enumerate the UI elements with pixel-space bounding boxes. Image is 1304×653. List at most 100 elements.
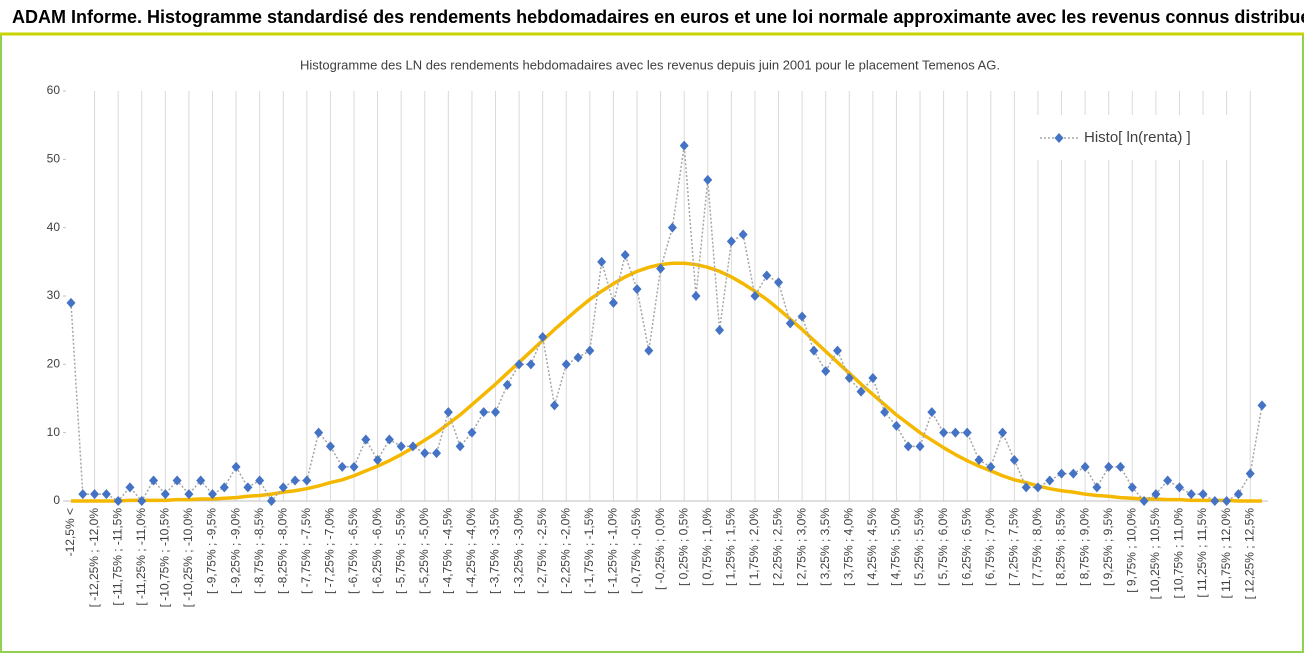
marker xyxy=(349,461,359,472)
marker xyxy=(172,475,182,486)
marker xyxy=(715,325,725,336)
x-tick-label: [ 10,25% ; 10,5% xyxy=(1148,508,1162,600)
x-tick-label: -12,5% < xyxy=(63,508,77,556)
marker xyxy=(903,441,913,452)
x-tick-label: [ -3,75% ; -3,5% xyxy=(488,508,502,594)
marker xyxy=(1104,461,1114,472)
marker xyxy=(455,441,465,452)
marker xyxy=(891,420,901,431)
x-tick-label: [ 4,75% ; 5,0% xyxy=(889,508,903,586)
marker xyxy=(691,291,701,301)
marker xyxy=(314,427,324,438)
x-tick-label: [ 1,25% ; 1,5% xyxy=(724,508,738,586)
marker xyxy=(396,441,406,452)
marker xyxy=(325,441,335,452)
x-tick-label: [ 7,75% ; 8,0% xyxy=(1030,508,1044,586)
marker xyxy=(1080,461,1090,472)
y-tick-label: 60 xyxy=(47,83,61,97)
legend: Histo[ ln(renta) ] xyxy=(1030,115,1245,160)
marker xyxy=(1115,461,1125,472)
marker xyxy=(231,461,241,472)
x-tick-label: [ -0,25% ; 0,0% xyxy=(653,508,667,590)
marker xyxy=(137,496,147,506)
marker xyxy=(420,448,430,459)
marker xyxy=(656,263,666,274)
marker xyxy=(620,250,630,260)
marker xyxy=(998,427,1008,438)
marker xyxy=(278,482,288,493)
marker xyxy=(66,297,76,308)
y-tick-label: 50 xyxy=(47,152,61,166)
x-tick-label: [ 3,75% ; 4,0% xyxy=(841,508,855,586)
marker xyxy=(950,427,960,438)
marker xyxy=(479,407,489,418)
marker xyxy=(125,482,135,493)
marker xyxy=(585,345,595,356)
x-tick-label: [ 0,25% ; 0,5% xyxy=(676,508,690,586)
x-tick-label: [ 6,75% ; 7,0% xyxy=(983,508,997,586)
marker xyxy=(90,489,100,500)
x-tick-label: [ 2,25% ; 2,5% xyxy=(771,508,785,586)
marker xyxy=(1198,489,1208,500)
marker xyxy=(208,489,218,500)
x-tick-label: [ -4,25% ; -4,0% xyxy=(464,508,478,594)
marker xyxy=(844,373,854,383)
marker xyxy=(266,496,276,506)
y-tick-label: 40 xyxy=(47,220,61,234)
header: ADAM Informe. Histogramme standardisé de… xyxy=(12,7,1304,27)
marker xyxy=(1021,482,1031,493)
marker xyxy=(632,284,642,295)
x-tick-label: [ 9,75% ; 10,0% xyxy=(1124,508,1138,593)
x-tick-label: [ -10,75% ; -10,5% xyxy=(158,508,172,608)
marker xyxy=(962,427,972,438)
marker xyxy=(809,345,819,356)
x-tick-label: [ 0,75% ; 1,0% xyxy=(700,508,714,586)
y-tick-label: 10 xyxy=(47,425,61,439)
marker xyxy=(1210,496,1220,506)
marker xyxy=(561,359,571,370)
x-tick-label: [ -5,25% ; -5,0% xyxy=(417,508,431,594)
x-tick-label: [ -7,75% ; -7,5% xyxy=(299,508,313,594)
marker xyxy=(974,455,984,465)
marker xyxy=(608,297,618,308)
x-tick-label: [ -8,25% ; -8,0% xyxy=(275,508,289,594)
marker xyxy=(644,345,654,356)
marker xyxy=(797,311,807,322)
marker xyxy=(432,448,442,459)
x-tick-label: [ 8,25% ; 8,5% xyxy=(1054,508,1068,586)
x-tick-label: [ -10,25% ; -10,0% xyxy=(181,508,195,608)
x-tick-label: [ 12,25% ; 12,5% xyxy=(1242,508,1256,600)
marker xyxy=(526,359,536,370)
x-tick-label: [ -9,75% ; -9,5% xyxy=(205,508,219,594)
x-tick-label: [ 10,75% ; 11,0% xyxy=(1172,508,1186,599)
marker xyxy=(101,489,111,500)
marker xyxy=(219,482,229,493)
marker xyxy=(408,441,418,452)
y-tick-label: 20 xyxy=(47,357,61,371)
marker xyxy=(856,386,866,397)
marker xyxy=(290,475,300,486)
x-tick-label: [ -11,25% ; -11,0% xyxy=(134,508,148,606)
legend-label: Histo[ ln(renta) ] xyxy=(1084,129,1191,146)
marker xyxy=(832,345,842,356)
x-tick-label: [ -12,25% ; -12,0% xyxy=(87,508,101,608)
x-tick-label: [ 1,75% ; 2,0% xyxy=(747,508,761,586)
marker xyxy=(1163,475,1173,486)
marker xyxy=(821,366,831,377)
marker xyxy=(1057,468,1067,479)
x-tick-label: [ 8,75% ; 9,0% xyxy=(1077,508,1091,586)
x-tick-label: [ 4,25% ; 4,5% xyxy=(865,508,879,586)
marker xyxy=(573,352,583,363)
marker xyxy=(679,140,689,151)
x-tick-label: [ 6,25% ; 6,5% xyxy=(959,508,973,586)
legend-marker xyxy=(1054,133,1064,143)
marker xyxy=(1245,468,1255,479)
marker xyxy=(1222,496,1232,506)
marker xyxy=(880,407,890,418)
marker xyxy=(337,461,347,472)
marker xyxy=(255,475,265,486)
marker xyxy=(1151,489,1161,500)
x-tick-label: [ 11,25% ; 11,5% xyxy=(1195,508,1209,598)
marker xyxy=(738,229,748,240)
